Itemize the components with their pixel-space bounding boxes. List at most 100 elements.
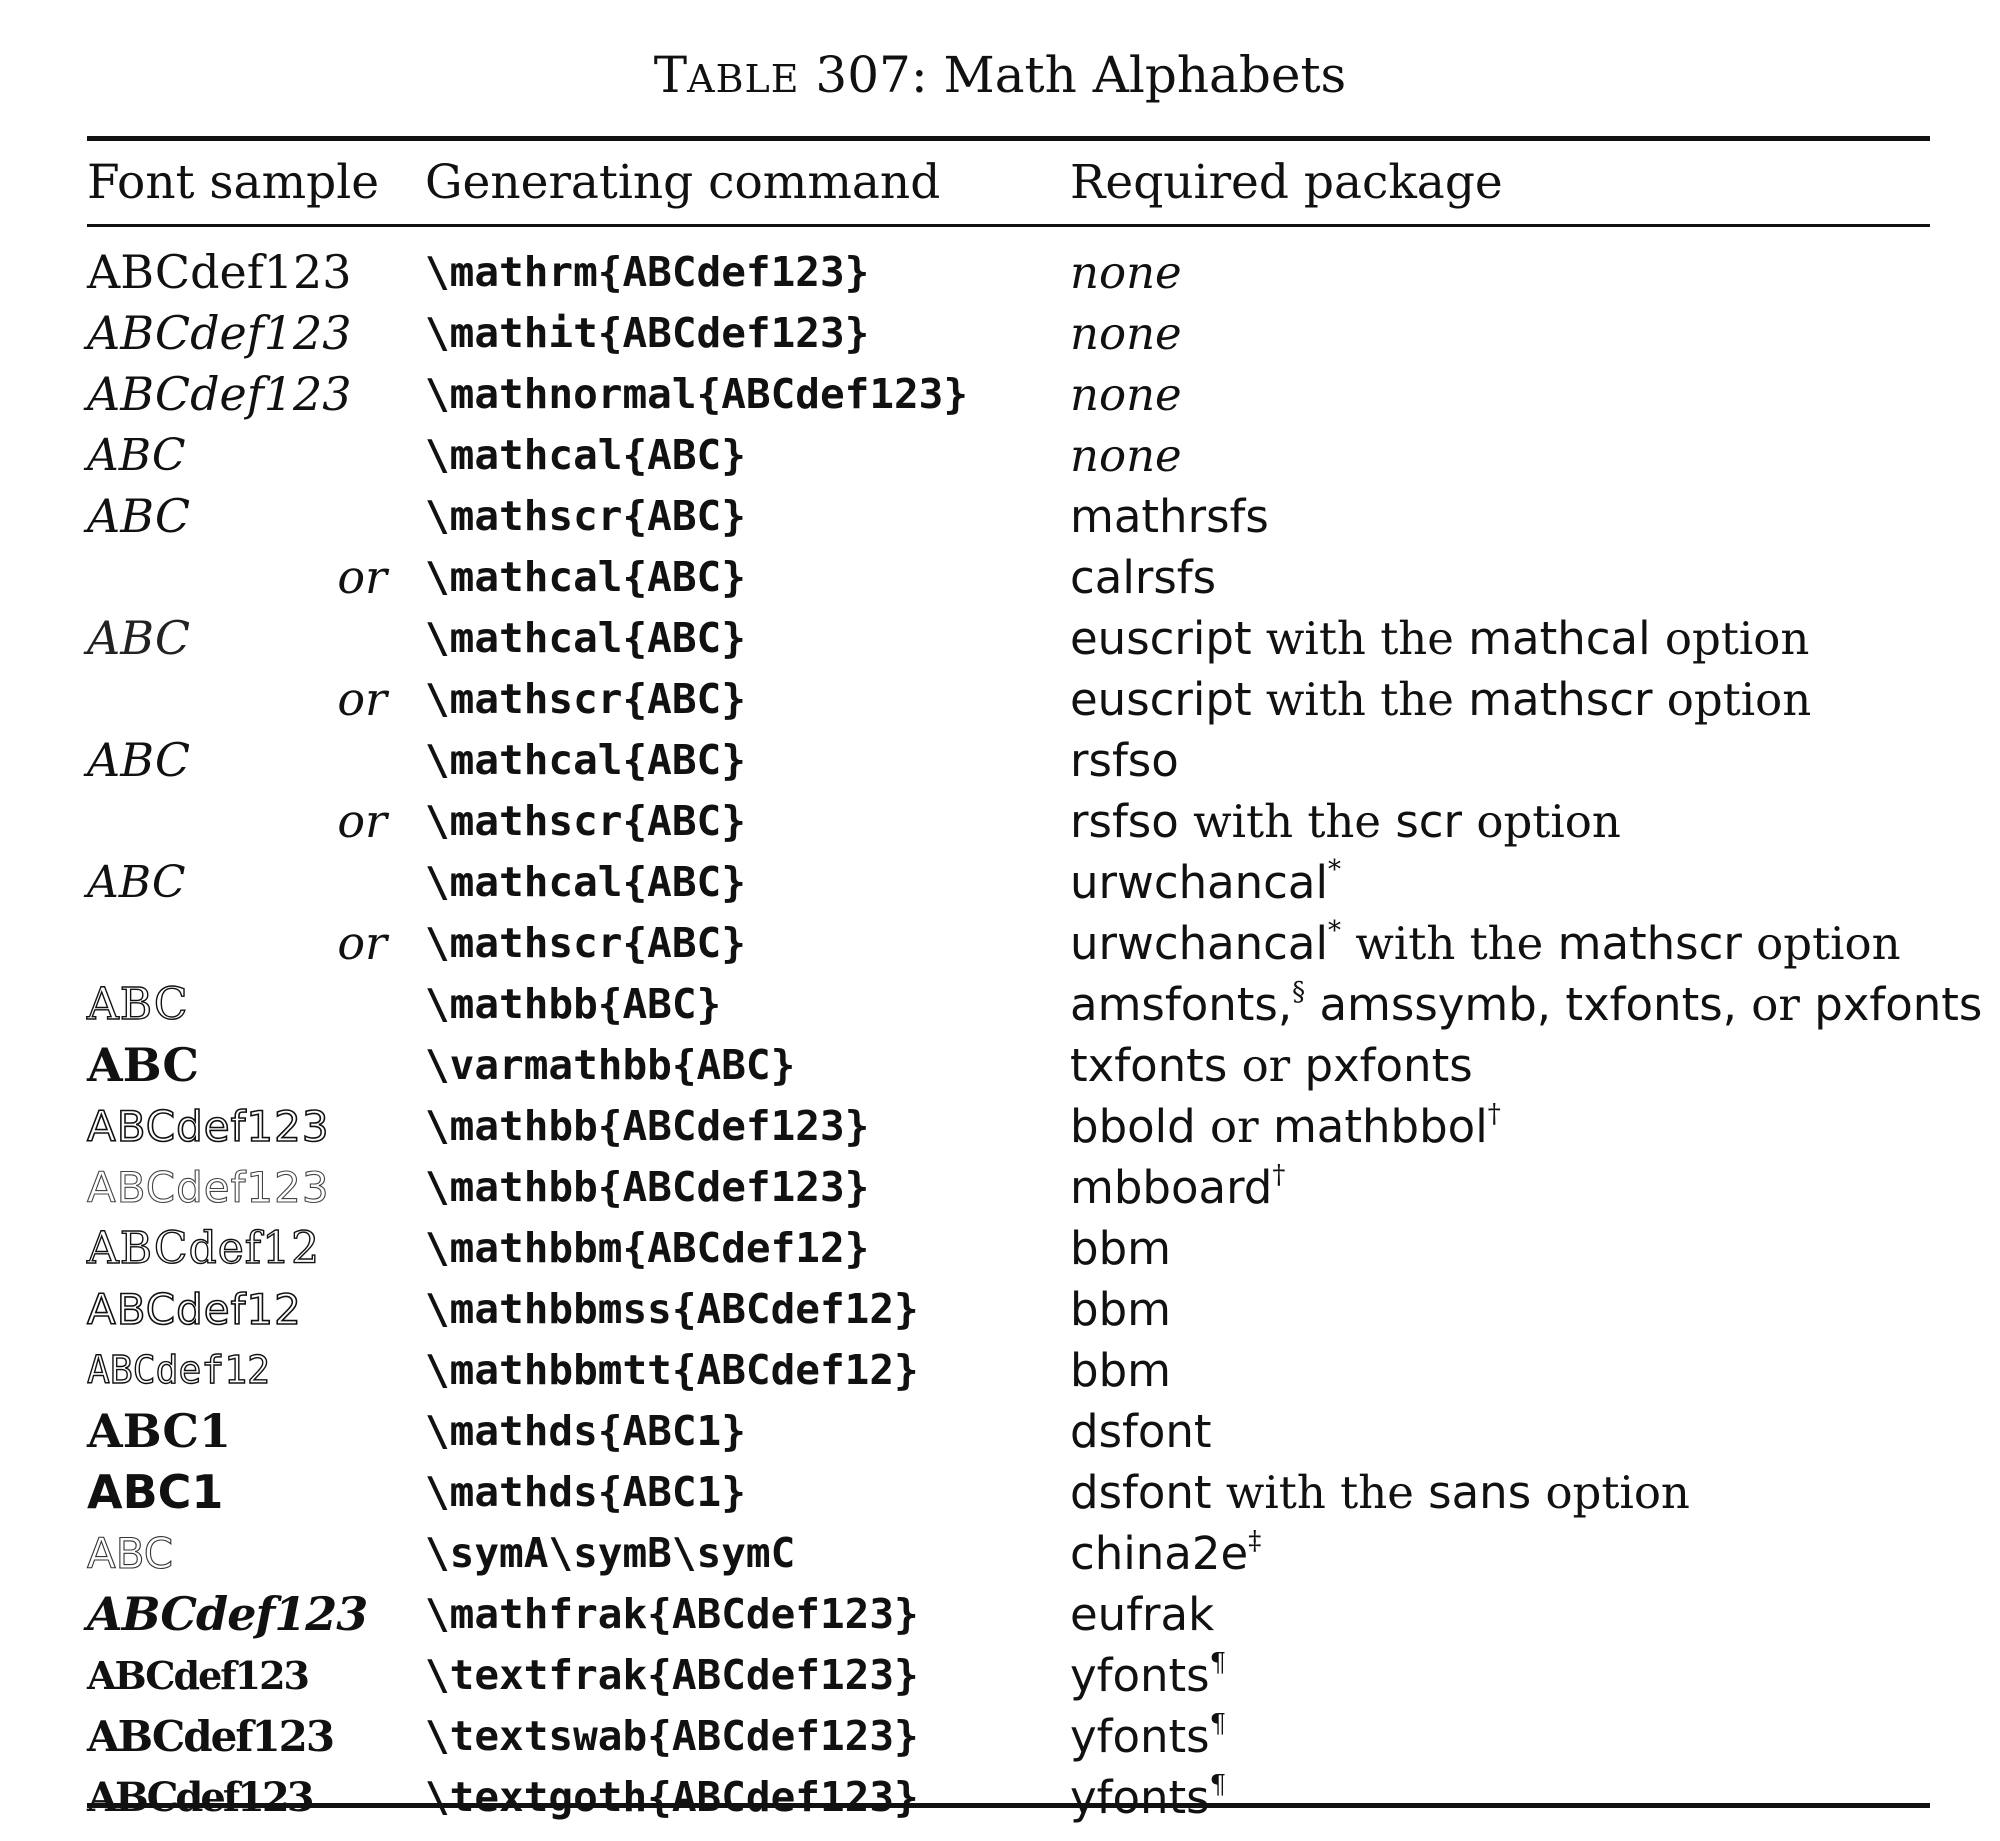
package-text-segment: bbm xyxy=(1070,1222,1171,1275)
generating-command: \mathbb{ABCdef123} xyxy=(425,1163,870,1211)
generating-command: \mathbbm{ABCdef12} xyxy=(425,1224,870,1272)
package-text-segment: mathcal xyxy=(1468,612,1651,665)
package-text-segment: pxfonts xyxy=(1814,978,1983,1031)
package-text-segment: rsfso xyxy=(1070,734,1179,787)
generating-command: \mathscr{ABC} xyxy=(425,919,746,967)
generating-command: \textswab{ABCdef123} xyxy=(425,1712,919,1760)
generating-command: \mathfrak{ABCdef123} xyxy=(425,1590,919,1638)
table-row: ABC1 \mathds{ABC1} dsfont with the sans op… xyxy=(0,1462,2000,1523)
alternative-or-label: or xyxy=(337,672,387,726)
table-row: ABCdef12 \mathbbmss{ABCdef12} bbm xyxy=(0,1279,2000,1340)
required-package: yfonts¶ xyxy=(1070,1767,1226,1828)
header-font-sample: Font sample xyxy=(87,155,380,210)
package-text-segment: none xyxy=(1070,307,1182,360)
table-row: ABCdef123 \mathrm{ABCdef123} none xyxy=(0,242,2000,303)
package-text-segment: with the xyxy=(1211,1466,1429,1519)
table-row: ABC \mathbb{ABC} amsfonts,§ amssymb, txfon… xyxy=(0,974,2000,1035)
generating-command: \mathscr{ABC} xyxy=(425,675,746,723)
package-text-segment: with the xyxy=(1251,612,1469,665)
table-row: ABCdef123 \mathnormal{ABCdef123} none xyxy=(0,364,2000,425)
required-package: yfonts¶ xyxy=(1070,1645,1226,1706)
font-sample: ABCdef123 xyxy=(87,245,352,299)
package-text-segment: calrsfs xyxy=(1070,551,1217,604)
font-sample: ABC xyxy=(87,489,191,543)
footnote-mark: ‡ xyxy=(1248,1526,1262,1556)
generating-command: \mathbbmss{ABCdef12} xyxy=(425,1285,919,1333)
package-text-segment: or xyxy=(1227,1039,1305,1092)
generating-command: \mathds{ABC1} xyxy=(425,1407,746,1455)
generating-command: \mathnormal{ABCdef123} xyxy=(425,370,969,418)
package-text-segment: bbm xyxy=(1070,1344,1171,1397)
package-text-segment: mathscr xyxy=(1557,917,1742,970)
package-text-segment: mathrsfs xyxy=(1070,490,1269,543)
table-caption: TABLE 307: Math Alphabets xyxy=(0,40,2000,114)
package-text-segment: dsfont xyxy=(1070,1466,1212,1519)
table-row: ABCdef123 \mathfrak{ABCdef123} eufrak xyxy=(0,1584,2000,1645)
package-text-segment: yfonts xyxy=(1070,1710,1210,1763)
bottom-rule xyxy=(87,1803,1930,1808)
package-text-segment: bbm xyxy=(1070,1283,1171,1336)
required-package: rsfso with the scr option xyxy=(1070,791,1621,852)
package-text-segment: with the xyxy=(1178,795,1396,848)
font-sample: ABCdef12 xyxy=(86,1284,302,1335)
generating-command: \mathit{ABCdef123} xyxy=(425,309,870,357)
required-package: rsfso xyxy=(1070,730,1179,791)
required-package: euscript with the mathcal option xyxy=(1070,608,1809,669)
required-package: none xyxy=(1070,242,1182,303)
font-sample: ABC xyxy=(87,611,191,665)
font-sample: ABC xyxy=(86,1528,174,1578)
footnote-mark: ¶ xyxy=(1209,1770,1227,1800)
package-text-segment: euscript xyxy=(1070,612,1252,665)
header-generating-command: Generating command xyxy=(425,155,941,210)
table-row: ABC \mathscr{ABC} mathrsfs xyxy=(0,486,2000,547)
footnote-mark: * xyxy=(1328,855,1342,885)
package-text-segment: mathbbol xyxy=(1272,1100,1488,1153)
table-row: ABCdef123 \mathit{ABCdef123} none xyxy=(0,303,2000,364)
required-package: urwchancal* xyxy=(1070,852,1341,913)
header-rule xyxy=(87,224,1930,227)
generating-command: \textgoth{ABCdef123} xyxy=(425,1773,919,1821)
alternative-or-label: or xyxy=(337,794,387,848)
package-text-segment: option xyxy=(1462,795,1621,848)
package-text-segment: sans xyxy=(1428,1466,1532,1519)
footnote-mark: * xyxy=(1328,916,1342,946)
required-package: bbm xyxy=(1070,1279,1171,1340)
package-text-segment: mbboard xyxy=(1070,1161,1273,1214)
table-row: ABCdef123 \textgoth{ABCdef123} yfonts¶ xyxy=(0,1767,2000,1828)
font-sample: ABCdef123 xyxy=(87,1774,315,1821)
caption-text: 307: Math Alphabets xyxy=(799,46,1347,104)
generating-command: \mathds{ABC1} xyxy=(425,1468,746,1516)
package-text-segment: scr xyxy=(1395,795,1463,848)
package-text-segment: eufrak xyxy=(1070,1588,1215,1641)
required-package: none xyxy=(1070,364,1182,425)
required-package: eufrak xyxy=(1070,1584,1214,1645)
generating-command: \mathscr{ABC} xyxy=(425,797,746,845)
package-text-segment: none xyxy=(1070,246,1182,299)
package-text-segment: pxfonts xyxy=(1304,1039,1473,1092)
generating-command: \mathbb{ABC} xyxy=(425,980,722,1028)
generating-command: \varmathbb{ABC} xyxy=(425,1041,796,1089)
table-row: or \mathscr{ABC} urwchancal* with the math… xyxy=(0,913,2000,974)
required-package: bbm xyxy=(1070,1340,1171,1401)
table-row: ABC \mathcal{ABC} rsfso xyxy=(0,730,2000,791)
generating-command: \mathbb{ABCdef123} xyxy=(425,1102,870,1150)
table-row: ABC1 \mathds{ABC1} dsfont xyxy=(0,1401,2000,1462)
generating-command: \mathscr{ABC} xyxy=(425,492,746,540)
package-text-segment: urwchancal xyxy=(1070,856,1329,909)
table-row: ABC \symA\symB\symC china2e‡ xyxy=(0,1523,2000,1584)
table-row: ABCdef123 \mathbb{ABCdef123} bbold or math… xyxy=(0,1096,2000,1157)
font-sample: ABCdef123 xyxy=(87,367,352,421)
required-package: urwchancal* with the mathscr option xyxy=(1070,913,1901,974)
required-package: dsfont xyxy=(1070,1401,1212,1462)
required-package: yfonts¶ xyxy=(1070,1706,1226,1767)
table-row: ABCdef12 \mathbbmtt{ABCdef12} bbm xyxy=(0,1340,2000,1401)
required-package: dsfont with the sans option xyxy=(1070,1462,1690,1523)
font-sample: ABC1 xyxy=(87,1404,232,1458)
table-row: ABCdef123 \textswab{ABCdef123} yfonts¶ xyxy=(0,1706,2000,1767)
font-sample: ABC xyxy=(86,978,189,1030)
required-package: txfonts or pxfonts xyxy=(1070,1035,1473,1096)
package-text-segment: yfonts xyxy=(1070,1771,1210,1824)
package-text-segment: bbold xyxy=(1070,1100,1196,1153)
package-text-segment: or xyxy=(1195,1100,1273,1153)
required-package: china2e‡ xyxy=(1070,1523,1261,1584)
